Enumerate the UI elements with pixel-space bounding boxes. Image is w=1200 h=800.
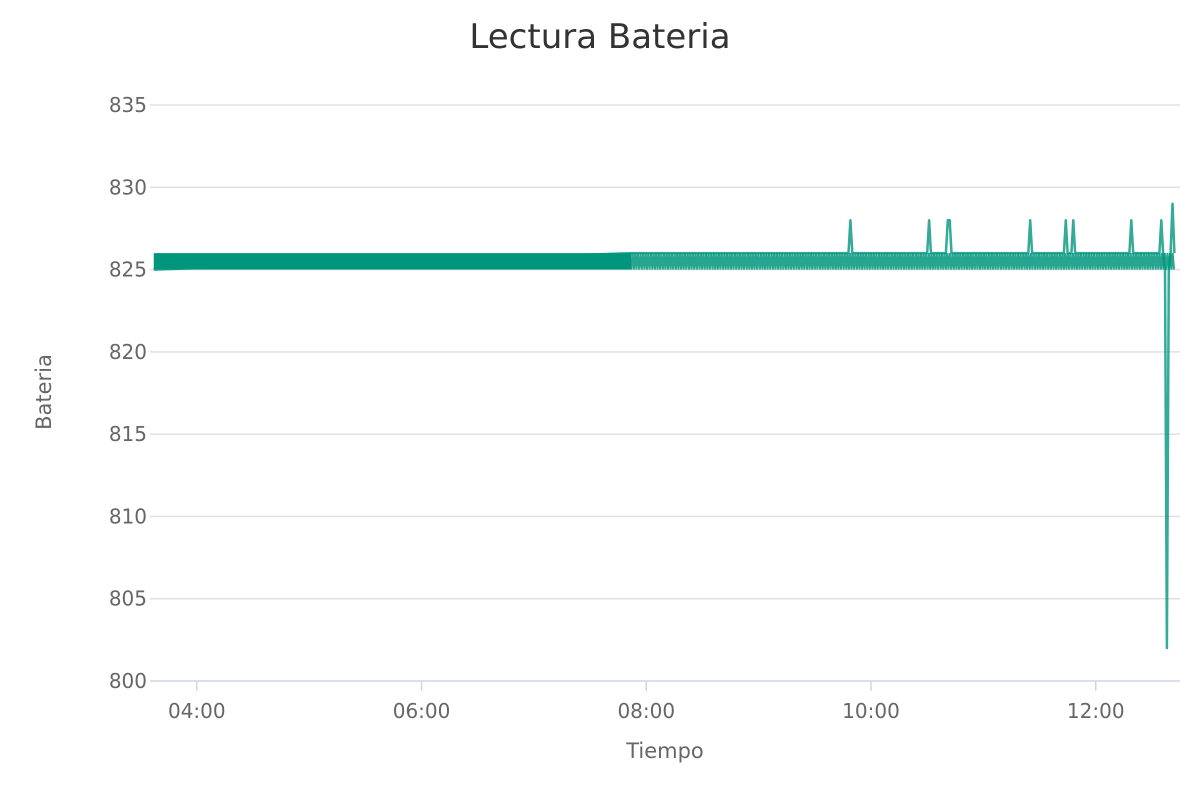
y-tick-label: 810 — [109, 504, 147, 528]
y-tick-label: 815 — [109, 422, 147, 446]
x-tick-label: 08:00 — [617, 699, 675, 723]
x-tick-label: 10:00 — [842, 699, 900, 723]
y-tick-label: 830 — [109, 175, 147, 199]
y-axis-title: Bateria — [32, 354, 56, 430]
y-tick-label: 805 — [109, 587, 147, 611]
x-tick-label: 12:00 — [1067, 699, 1125, 723]
y-tick-label: 800 — [109, 669, 147, 693]
y-tick-label: 825 — [109, 258, 147, 282]
y-tick-label: 820 — [109, 340, 147, 364]
chart-title: Lectura Bateria — [469, 17, 730, 57]
x-tick-label: 06:00 — [393, 699, 451, 723]
x-tick-label: 04:00 — [168, 699, 226, 723]
series-line — [153, 202, 1176, 650]
x-axis-title: Tiempo — [625, 739, 704, 763]
y-tick-label: 835 — [109, 93, 147, 117]
series-baseline-oscillation — [630, 253, 1175, 270]
